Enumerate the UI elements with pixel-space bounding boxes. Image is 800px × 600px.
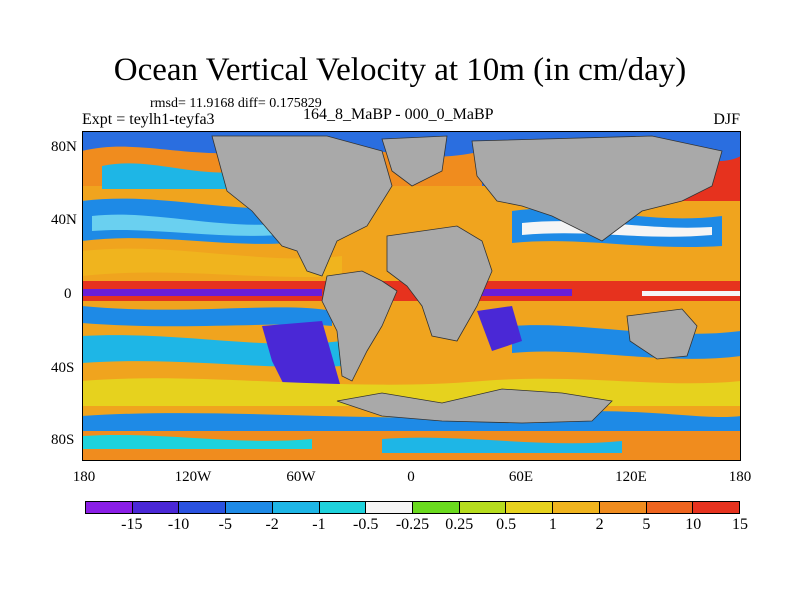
colorbar-swatch [132, 502, 180, 513]
y-label-40s: 40S [51, 360, 75, 376]
period-label: 164_8_MaBP - 000_0_MaBP [303, 106, 494, 123]
land-south-america [321, 270, 398, 382]
colorbar-swatch [459, 502, 507, 513]
colorbar-label: -2 [265, 516, 279, 533]
x-label-120e: 120E [615, 469, 647, 485]
x-label-180w: 180 [72, 469, 96, 485]
y-label-80s: 80S [51, 432, 75, 448]
colorbar-label: -0.25 [395, 516, 430, 533]
colorbar-label: -5 [218, 516, 233, 533]
stats-text: rmsd= 11.9168 diff= 0.175829 [150, 96, 322, 111]
colorbar-label: -15 [121, 516, 143, 533]
colorbar-swatch [179, 502, 227, 513]
y-label-0: 0 [64, 286, 72, 302]
colorbar-label: 0.5 [496, 516, 517, 533]
colorbar-label: -10 [167, 516, 190, 533]
x-label-180e: 180 [728, 469, 752, 485]
x-label-60w: 60W [286, 469, 316, 485]
colorbar-label: -0.5 [353, 516, 379, 533]
map-frame [82, 131, 741, 461]
colorbar-swatch [413, 502, 460, 513]
colorbar-label: 1 [548, 516, 557, 533]
colorbar-swatch [599, 502, 647, 513]
season-label: DJF [713, 111, 740, 128]
x-label-60e: 60E [508, 469, 534, 485]
y-label-40n: 40N [51, 212, 77, 228]
colorbar-label: 5 [642, 516, 651, 533]
colorbar-swatch [226, 502, 273, 513]
land-africa [386, 225, 493, 342]
colorbar-label: 0.25 [445, 516, 474, 533]
colorbar-label: 10 [685, 516, 702, 533]
colorbar-swatch [86, 502, 133, 513]
land-antarctica [336, 388, 613, 424]
land-australia [626, 308, 698, 360]
colorbar-swatch [506, 502, 554, 513]
colorbar-swatch [272, 502, 320, 513]
colorbar-label: 15 [732, 516, 748, 533]
experiment-label: Expt = teylh1-teyfa3 [82, 111, 215, 128]
map-title: Ocean Vertical Velocity at 10m (in cm/da… [113, 52, 687, 88]
colorbar-swatch [319, 502, 367, 513]
colorbar-swatch [693, 502, 740, 513]
colorbar-swatch [553, 502, 600, 513]
colorbar-swatch [366, 502, 414, 513]
x-label-120w: 120W [174, 469, 212, 485]
land-eurasia [471, 135, 723, 242]
land-masses [211, 135, 723, 424]
colorbar-label: 2 [595, 516, 604, 533]
ocean-velocity-map [82, 131, 741, 461]
colorbar [85, 501, 740, 514]
y-label-80n: 80N [51, 139, 77, 155]
x-label-0: 0 [407, 469, 415, 485]
land-greenland [381, 135, 448, 187]
colorbar-label: -1 [312, 516, 326, 533]
colorbar-swatch [646, 502, 694, 513]
land-north-america [211, 135, 393, 277]
